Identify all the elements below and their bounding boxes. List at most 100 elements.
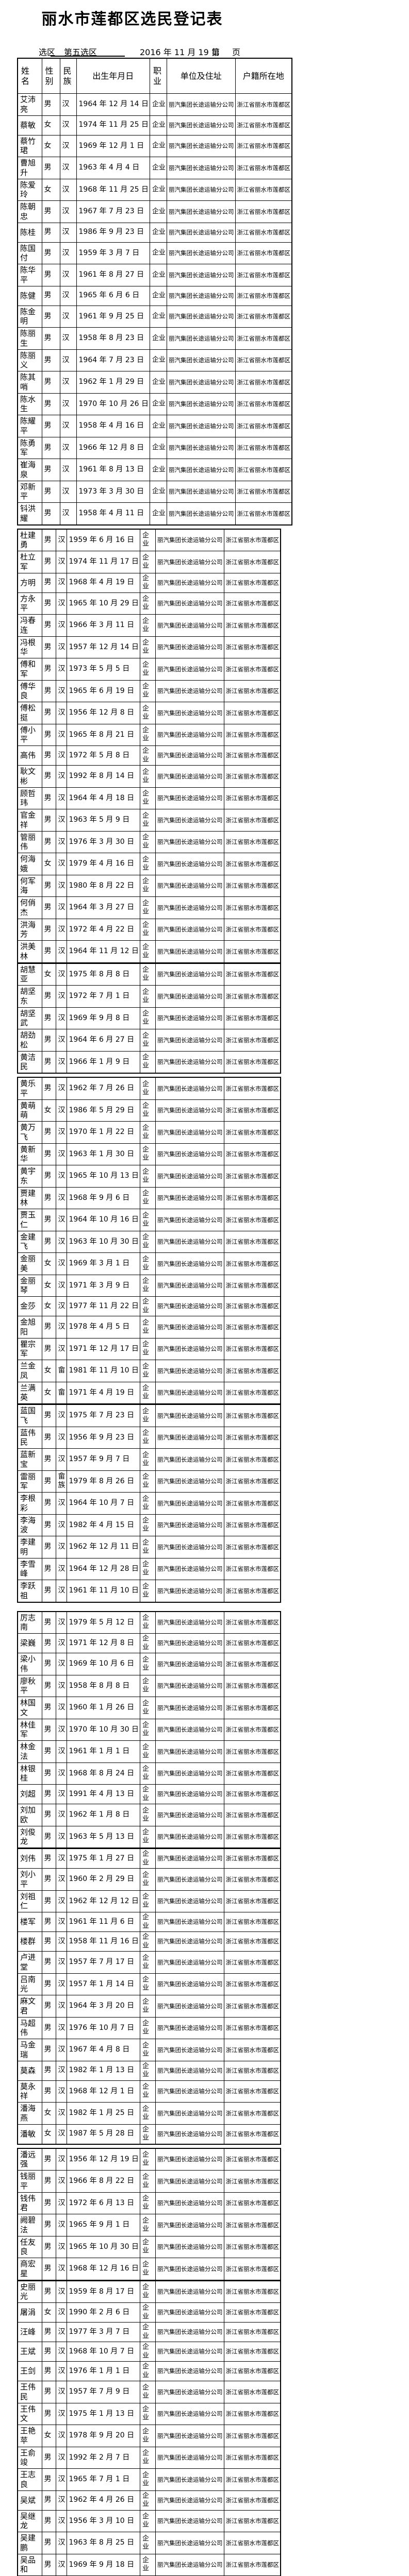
occupation-cell: 企业 (150, 134, 168, 157)
occupation-cell: 企业 (150, 459, 168, 481)
registration-cell: 浙江省丽水市莲都区 (235, 327, 292, 350)
gender-cell: 男 (41, 1868, 56, 1891)
unit-address-cell: 丽汽集团长途运输分公司 (167, 502, 236, 525)
birthdate-cell: 1963 年 10 月 30 日 (66, 1230, 141, 1253)
ethnicity-cell: 汉 (55, 1762, 67, 1785)
occupation-cell: 企业 (140, 1762, 156, 1785)
registration-cell: 浙江省丽水市莲都区 (223, 1143, 281, 1165)
table-row: 方永平男汉 1965 年 10 月 29 日企业 丽汽集团长途运输分公司 浙江省丽水市… (17, 592, 281, 615)
birthdate-cell: 1958 年 8 月 23 日 (76, 327, 151, 350)
birthdate-cell: 1968 年 12 月 1 日 (66, 2080, 141, 2103)
birthdate-cell: 1972 年 5 月 8 日 (66, 745, 141, 766)
registration-cell: 浙江省丽水市莲都区 (223, 918, 281, 941)
unit-address-cell: 丽汽集团长途运输分公司 (155, 962, 224, 986)
table-row: 陈丽生男汉 1958 年 8 月 23 日企业 丽汽集团长途运输分公司 浙江省丽水市莲… (17, 327, 292, 350)
birthdate-cell: 1957 年 9 月 7 日 (66, 1448, 141, 1471)
registration-cell: 浙江省丽水市莲都区 (223, 1580, 281, 1602)
voter-name-cell: 艾沛亮 (17, 93, 42, 116)
ethnicity-cell: 汉 (59, 157, 77, 179)
registration-cell: 浙江省丽水市莲都区 (223, 1848, 281, 1869)
gender-cell: 男 (41, 1890, 56, 1912)
table-row: 李雪峰男汉 1964 年 12 月 28 日企业 丽汽集团长途运输分公司 浙江省丽水市… (17, 1557, 281, 1580)
table-row: 厉志南男汉 1979 年 5 月 12 日企业 丽汽集团长途运输分公司 浙江省丽水市莲… (17, 1611, 281, 1634)
gender-cell: 男 (41, 1007, 56, 1029)
column-header: 户籍所在地 (235, 58, 292, 94)
voter-name-cell: 屠涓 (17, 2302, 42, 2323)
occupation-cell: 企业 (140, 702, 156, 724)
ethnicity-cell: 汉 (55, 2039, 67, 2061)
ethnicity-cell: 汉 (55, 1099, 67, 1122)
ethnicity-cell: 汉 (55, 1557, 67, 1580)
registration-cell: 浙江省丽水市莲都区 (223, 1492, 281, 1515)
unit-address-cell: 丽汽集团长途运输分公司 (167, 134, 236, 157)
gender-cell: 男 (41, 1492, 56, 1515)
voter-table-sections: 姓 名性 别民 族出生年月日 职业 单位及住址 户籍所在地 艾沛亮男汉 1964 年 12… (17, 58, 409, 2576)
gender-cell: 男 (41, 572, 56, 593)
occupation-cell: 企业 (140, 1951, 156, 1974)
occupation-cell: 企业 (140, 1674, 156, 1697)
voter-name-cell: 楼军 (17, 1912, 42, 1932)
ethnicity-cell: 汉 (55, 2192, 67, 2214)
voter-name-cell: 钭洪耀 (17, 502, 42, 525)
birthdate-cell: 1975 年 7 月 23 日 (66, 1404, 141, 1427)
gender-cell: 女 (41, 1296, 56, 1316)
ethnicity-cell: 汉 (55, 896, 67, 919)
voter-name-cell: 胡劲松 (17, 1029, 42, 1052)
unit-address-cell: 丽汽集团长途运输分公司 (155, 2235, 224, 2258)
voter-name-cell: 贾建林 (17, 1187, 42, 1209)
unit-address-cell: 丽汽集团长途运输分公司 (155, 1951, 224, 1974)
registration-cell: 浙江省丽水市莲都区 (223, 1557, 281, 1580)
unit-address-cell: 丽汽集团长途运输分公司 (155, 1912, 224, 1932)
occupation-cell: 企业 (150, 178, 168, 201)
registration-cell: 浙江省丽水市莲都区 (223, 680, 281, 702)
registration-cell: 浙江省丽水市莲都区 (223, 1121, 281, 1144)
occupation-cell: 企业 (150, 157, 168, 179)
table-row: 黄新华男汉 1963 年 1 月 30 日企业 丽汽集团长途运输分公司 浙江省丽水市莲… (17, 1143, 281, 1165)
voter-name-cell: 黄洁民 (17, 1050, 42, 1074)
voter-name-cell: 陈国付 (17, 242, 42, 264)
ethnicity-cell: 汉 (59, 178, 77, 201)
voter-name-cell: 蓝新宝 (17, 1448, 42, 1471)
gender-cell: 男 (41, 1611, 56, 1634)
table-row: 王斌男汉 1968 年 10 月 7 日企业 丽汽集团长途运输分公司 浙江省丽水市莲都… (17, 2342, 281, 2362)
registration-cell: 浙江省丽水市莲都区 (223, 592, 281, 615)
unit-address-cell: 丽汽集团长途运输分公司 (155, 636, 224, 658)
gender-cell: 女 (41, 2302, 56, 2323)
voter-name-cell: 莫永祥 (17, 2080, 42, 2103)
occupation-cell: 企业 (140, 1316, 156, 1338)
unit-address-cell: 丽汽集团长途运输分公司 (155, 1674, 224, 1697)
table-row: 钱伟君男汉 1972 年 6 月 13 日企业 丽汽集团长途运输分公司 浙江省丽水市莲… (17, 2192, 281, 2214)
voter-name-cell: 任友良 (17, 2235, 42, 2258)
voter-name-cell: 卢进堂 (17, 1951, 42, 1974)
unit-address-cell: 丽汽集团长途运输分公司 (167, 115, 236, 135)
birthdate-cell: 1958 年 4 月 11 日 (76, 502, 151, 525)
ethnicity-cell: 汉 (55, 2214, 67, 2236)
table-row: 黄乐平男汉 1962 年 7 月 26 日企业 丽汽集团长途运输分公司 浙江省丽水市莲… (17, 1077, 281, 1100)
table-row: 蔡竹珺女汉 1969 年 12 月 1 日企业 丽汽集团长途运输分公司 浙江省丽水市莲… (17, 134, 292, 157)
registration-cell: 浙江省丽水市莲都区 (223, 1360, 281, 1382)
page-number-prefix: 第 (211, 47, 220, 57)
table-row: 崔海泉男汉 1961 年 8 月 13 日企业 丽汽集团长途运输分公司 浙江省丽水市莲… (17, 459, 292, 481)
occupation-cell: 企业 (140, 809, 156, 832)
occupation-cell: 企业 (140, 1143, 156, 1165)
registration-cell: 浙江省丽水市莲都区 (223, 529, 281, 551)
registration-cell: 浙江省丽水市莲都区 (223, 2258, 281, 2281)
ethnicity-cell: 汉 (55, 2381, 67, 2403)
ethnicity-cell: 汉 (55, 2016, 67, 2039)
unit-address-cell: 丽汽集团长途运输分公司 (155, 2322, 224, 2342)
birthdate-cell: 1968 年 10 月 7 日 (66, 2342, 141, 2362)
unit-address-cell: 丽汽集团长途运输分公司 (155, 1536, 224, 1558)
voter-name-cell: 林国文 (17, 1697, 42, 1719)
table-row: 吴继龙男汉 1956 年 3 月 10 日企业 丽汽集团长途运输分公司 浙江省丽水市莲… (17, 2510, 281, 2532)
registration-cell: 浙江省丽水市莲都区 (223, 1187, 281, 1209)
voter-name-cell: 傅松挺 (17, 702, 42, 724)
birthdate-cell: 1972 年 4 月 22 日 (66, 918, 141, 941)
gender-cell: 男 (41, 2258, 56, 2281)
ethnicity-cell: 汉 (55, 1274, 67, 1297)
voter-name-cell: 王剑 (17, 2361, 42, 2381)
gender-cell: 男 (41, 874, 56, 897)
ethnicity-cell: 汉 (55, 1514, 67, 1536)
occupation-cell: 企业 (150, 115, 168, 135)
voter-name-cell: 林金法 (17, 1740, 42, 1763)
birthdate-cell: 1965 年 9 月 1 日 (66, 2214, 141, 2236)
